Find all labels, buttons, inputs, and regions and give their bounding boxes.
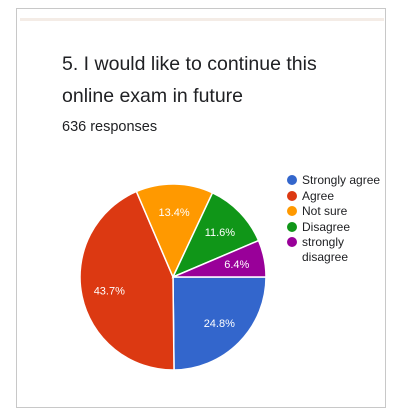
legend-dot-strongly-agree bbox=[287, 175, 297, 185]
legend-item-disagree[interactable]: Disagree bbox=[287, 220, 387, 236]
response-count: 636 responses bbox=[62, 119, 158, 135]
pie-slice-strongly-disagree[interactable] bbox=[172, 239, 267, 278]
legend-item-not-sure[interactable]: Not sure bbox=[287, 204, 387, 220]
slice-label-disagree: 11.6% bbox=[205, 227, 236, 239]
legend-dot-agree bbox=[287, 190, 297, 201]
legend-label: Agree bbox=[302, 188, 335, 203]
legend-dot-strongly-disagree bbox=[287, 237, 297, 247]
legend-item-strongly-agree[interactable]: Strongly agree bbox=[287, 173, 387, 189]
question-title: 5. I would like to continue this online … bbox=[62, 53, 317, 107]
slice-label-strongly-disagree: 6.4% bbox=[224, 259, 249, 271]
pie-slice-agree[interactable] bbox=[79, 190, 175, 371]
slice-label-agree: 43.7% bbox=[94, 285, 125, 297]
legend-label: Strongly agree bbox=[302, 173, 381, 187]
legend-label: Not sure bbox=[302, 204, 348, 218]
legend-label: strongly disagree bbox=[302, 235, 349, 264]
legend-dot-disagree bbox=[287, 221, 297, 232]
legend-item-strongly-disagree[interactable]: strongly disagree bbox=[287, 235, 387, 267]
card-top-rule bbox=[20, 18, 384, 21]
pie-slice-disagree[interactable] bbox=[171, 191, 260, 279]
legend-dot-not-sure bbox=[287, 206, 297, 216]
pie-slice-not-sure[interactable] bbox=[135, 183, 214, 279]
legend-item-agree[interactable]: Agree bbox=[287, 189, 387, 205]
slice-label-not-sure: 13.4% bbox=[158, 207, 189, 219]
slice-label-strongly-agree: 24.8% bbox=[204, 318, 235, 330]
chart-legend: Strongly agree Agree Not sure Disagree s… bbox=[287, 173, 387, 267]
legend-label: Disagree bbox=[302, 219, 351, 234]
pie-slice-strongly-agree[interactable] bbox=[172, 276, 267, 371]
